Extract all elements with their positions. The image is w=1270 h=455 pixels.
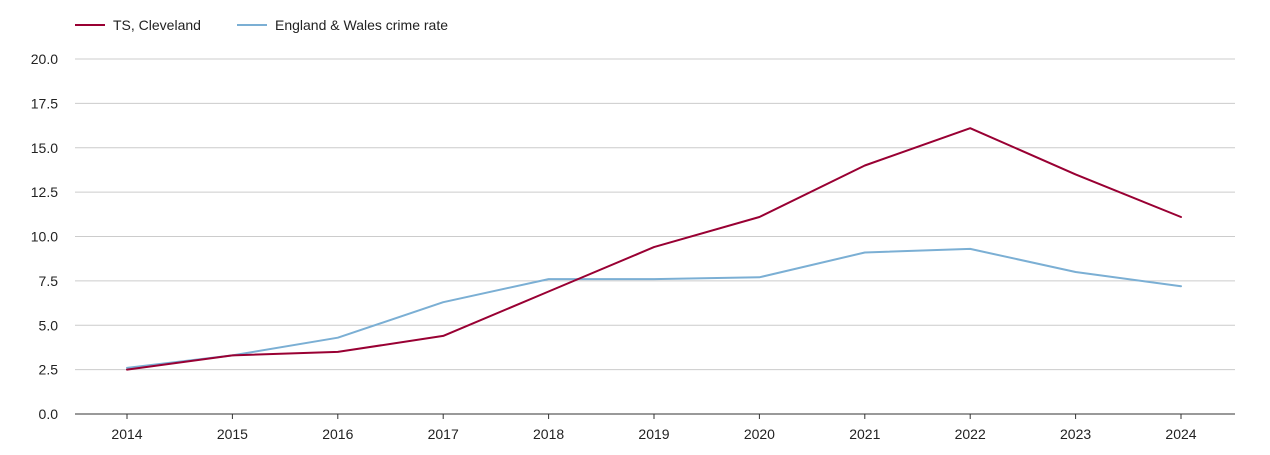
legend-label: TS, Cleveland <box>113 17 201 33</box>
x-axis-ticks: 2014 2015 2016 2017 2018 2019 2020 2021 2022 2023… <box>111 426 1196 442</box>
x-tick-label: 2020 <box>744 426 775 442</box>
y-tick-label: 17.5 <box>31 95 58 111</box>
series-line-england-wales <box>126 247 1182 369</box>
x-tick-label: 2015 <box>217 426 248 442</box>
x-tick-label: 2023 <box>1060 426 1091 442</box>
y-tick-label: 7.5 <box>39 273 59 289</box>
grid-layer <box>75 58 1235 419</box>
x-tick-label: 2021 <box>849 426 880 442</box>
x-tick-label: 2018 <box>533 426 564 442</box>
series-line-ts-cleveland <box>126 127 1182 371</box>
y-tick-label: 2.5 <box>39 362 59 378</box>
legend: TS, Cleveland England & Wales crime rate <box>75 17 448 33</box>
x-tick-label: 2019 <box>638 426 669 442</box>
x-tick-label: 2022 <box>955 426 986 442</box>
series-layer <box>126 127 1182 371</box>
x-tick-label: 2016 <box>322 426 353 442</box>
y-tick-label: 5.0 <box>39 317 59 333</box>
y-tick-label: 12.5 <box>31 184 58 200</box>
y-tick-label: 0.0 <box>39 406 59 422</box>
y-axis-ticks: 0.0 2.5 5.0 7.5 10.0 12.5 15.0 17.5 20.0 <box>31 51 58 422</box>
x-tick-label: 2014 <box>111 426 142 442</box>
y-tick-label: 10.0 <box>31 229 58 245</box>
y-tick-label: 20.0 <box>31 51 58 67</box>
x-tick-label: 2024 <box>1165 426 1196 442</box>
x-tick-label: 2017 <box>428 426 459 442</box>
y-tick-label: 15.0 <box>31 140 58 156</box>
legend-label: England & Wales crime rate <box>275 17 448 33</box>
